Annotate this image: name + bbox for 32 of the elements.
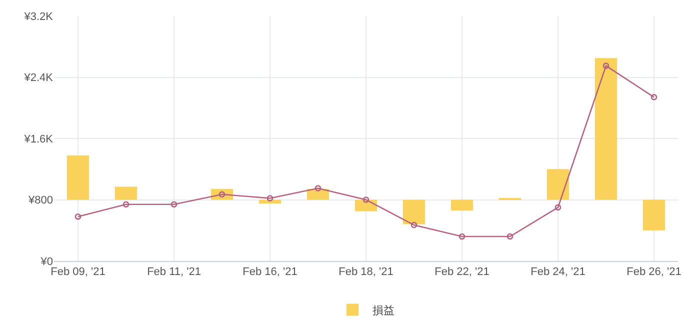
- x-tick-label: Feb 26, '21: [626, 266, 682, 278]
- x-tick-label: Feb 09, '21: [50, 266, 106, 278]
- x-tick-label: Feb 11, '21: [147, 266, 201, 278]
- point: [74, 213, 82, 220]
- y-tick-label: ¥2.4K: [23, 72, 54, 84]
- y-tick-label: ¥3.2K: [23, 10, 54, 23]
- x-tick-label: Feb 18, '21: [338, 266, 394, 278]
- bar: [594, 58, 618, 200]
- x-tick-label: Feb 16, '21: [242, 266, 298, 278]
- bar: [546, 169, 570, 200]
- point: [170, 201, 178, 208]
- point: [458, 233, 466, 240]
- point: [602, 62, 610, 69]
- point: [410, 222, 418, 228]
- x-tick-label: Feb 22, '21: [434, 266, 490, 278]
- bar: [66, 155, 90, 200]
- bar: [642, 200, 666, 230]
- bar: [114, 186, 138, 200]
- point: [314, 185, 322, 192]
- y-tick-label: ¥0: [40, 256, 53, 268]
- y-tick-label: ¥800: [28, 194, 53, 207]
- point: [506, 233, 514, 240]
- point: [554, 204, 562, 211]
- legend-label: 損益: [372, 305, 394, 318]
- y-tick-label: ¥1.6K: [23, 133, 54, 146]
- bar: [450, 200, 474, 210]
- point: [650, 94, 658, 100]
- x-tick-label: Feb 24, '21: [530, 266, 586, 278]
- point: [122, 201, 130, 208]
- point: [266, 195, 274, 202]
- point: [362, 196, 370, 203]
- bar: [402, 200, 426, 224]
